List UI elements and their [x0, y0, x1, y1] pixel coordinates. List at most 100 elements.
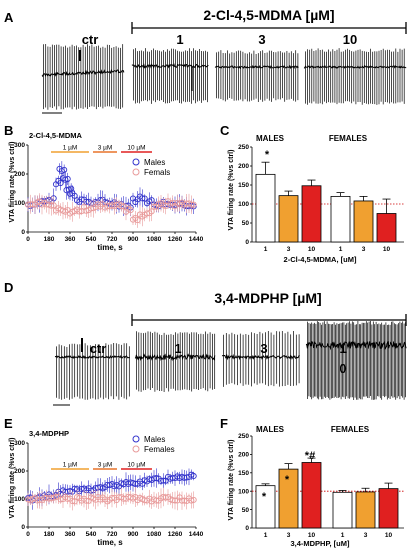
- panel-b: B 2-Cl-4,5-MDMA VTA firing rate (%vs ctr…: [4, 123, 204, 252]
- legend-marker: [132, 445, 140, 453]
- group-label-males-f: MALES: [256, 425, 285, 434]
- panel-letter-b: B: [4, 123, 13, 138]
- drug-header-a: 2-Cl-4,5-MDMA [µM]: [203, 7, 334, 23]
- legend-label: Females: [144, 445, 175, 454]
- data-point: [190, 496, 197, 503]
- bar-females-3: [353, 195, 374, 243]
- ylabel-b: VTA firing rate (%vs ctrl): [9, 142, 16, 223]
- xlabel-b: time, s: [97, 243, 123, 252]
- legend-label: Males: [144, 435, 165, 444]
- bar-males-3: [278, 190, 299, 243]
- dose-label: 1 µM: [63, 462, 78, 469]
- condition-label-10: 10: [343, 32, 357, 47]
- panel-a: A 2-Cl-4,5-MDMA [µM] ctr 1 3 10: [4, 7, 407, 114]
- significance-f-10: *#: [305, 450, 315, 462]
- panel-d: D 3,4-MDPHP [µM] ctr 1 3 1 0: [4, 280, 407, 406]
- x-tick-label: 900: [128, 531, 139, 538]
- y-tick-label: 50: [242, 220, 250, 227]
- category-label: 10: [383, 246, 391, 253]
- condition-label-1: 1: [176, 32, 183, 47]
- condition-label-10b-d: 0: [339, 361, 346, 376]
- y-tick-label: 0: [21, 524, 25, 531]
- drug-bracket-d: [131, 314, 407, 326]
- panel-f: F MALES FEMALES VTA firing rate (%vs ctr…: [220, 416, 404, 548]
- category-label: 3: [362, 246, 366, 253]
- x-tick-label: 360: [65, 236, 76, 243]
- data-point: [61, 166, 68, 173]
- y-tick-label: 250: [238, 433, 249, 440]
- category-label: 3: [287, 532, 291, 539]
- bar-females-1: [330, 192, 351, 243]
- x-tick-label: 720: [107, 236, 118, 243]
- panel-letter-f: F: [220, 416, 228, 431]
- chart-c: 0 50 100 150 200 250 1 3 10 1 3 10: [238, 144, 404, 253]
- trace-a-ctr: [41, 44, 125, 110]
- xlabel-c: 2-Cl-4,5-MDMA, [uM]: [284, 255, 357, 264]
- bar-males-1: [255, 483, 276, 529]
- dose-label: 10 µM: [127, 462, 145, 469]
- panel-letter-e: E: [4, 416, 13, 431]
- x-tick-label: 900: [128, 236, 139, 243]
- x-tick-label: 720: [107, 531, 118, 538]
- significance-f-3: *: [285, 474, 290, 486]
- data-point: [190, 201, 197, 208]
- y-tick-label: 300: [14, 440, 25, 447]
- bar-males-10: [301, 179, 322, 243]
- data-point: [127, 207, 134, 214]
- category-label: 1: [264, 532, 268, 539]
- series-femals: [24, 193, 197, 228]
- y-tick-label: 150: [238, 182, 249, 189]
- y-tick-label: 100: [238, 488, 249, 495]
- x-tick-label: 540: [86, 531, 97, 538]
- chart-b: 0 100 200 300 0 180 360 540 720 900 1080 1260 1440 1 …: [14, 142, 203, 243]
- y-tick-label: 0: [245, 239, 249, 246]
- y-tick-label: 50: [242, 507, 250, 514]
- drug-label-b: 2-Cl-4,5-MDMA: [29, 131, 83, 140]
- significance-c-1: *: [265, 149, 270, 161]
- y-tick-label: 0: [245, 525, 249, 532]
- category-label: 1: [339, 246, 343, 253]
- y-tick-label: 250: [238, 144, 249, 151]
- xlabel-f: 3,4-MDPHP, [uM]: [290, 539, 350, 548]
- x-tick-label: 1080: [147, 236, 162, 243]
- x-tick-label: 0: [26, 236, 30, 243]
- panel-letter-c: C: [220, 123, 230, 138]
- ylabel-f: VTA firing rate (%vs ctrl): [228, 440, 235, 521]
- data-point: [64, 175, 71, 183]
- drug-label-e: 3,4-MDPHP: [29, 429, 69, 438]
- panel-letter-d: D: [4, 280, 13, 295]
- data-point: [50, 202, 57, 209]
- x-tick-label: 1440: [189, 236, 204, 243]
- firing-traces-d: [54, 321, 407, 400]
- bar-females-3: [355, 487, 376, 529]
- legend-marker: [132, 435, 140, 443]
- bar-females-10: [376, 198, 397, 243]
- trace-d-10: [305, 321, 407, 400]
- condition-label-3-d: 3: [260, 341, 267, 356]
- dose-label: 10 µM: [127, 145, 145, 152]
- bar-males-3: [278, 463, 299, 529]
- y-tick-label: 300: [14, 142, 25, 149]
- y-tick-label: 100: [14, 496, 25, 503]
- ylabel-e: VTA firing rate (%vs ctrl): [9, 438, 16, 519]
- data-point: [141, 195, 148, 202]
- x-tick-label: 1080: [147, 531, 162, 538]
- bar-females-1: [332, 490, 353, 529]
- y-tick-label: 100: [14, 200, 25, 207]
- trace-d-3: [221, 331, 300, 387]
- trace-d-ctr: [54, 343, 130, 400]
- dose-label: 3 µM: [98, 462, 113, 469]
- y-tick-label: 0: [21, 229, 25, 236]
- group-label-females-c: FEMALES: [329, 134, 368, 143]
- y-tick-label: 150: [238, 470, 249, 477]
- legend-label: Males: [144, 158, 165, 167]
- x-tick-label: 1260: [168, 531, 183, 538]
- trace-a-10: [303, 48, 407, 105]
- dose-label: 1 µM: [63, 145, 78, 152]
- y-tick-label: 200: [14, 171, 25, 178]
- category-label: 1: [341, 532, 345, 539]
- legend-marker: [132, 168, 140, 176]
- bar-males-1: [255, 161, 276, 243]
- ylabel-c: VTA firing rate (%vs ctrl): [228, 150, 235, 231]
- panel-e: E 3,4-MDPHP VTA firing rate (%vs ctrl) t…: [4, 416, 204, 547]
